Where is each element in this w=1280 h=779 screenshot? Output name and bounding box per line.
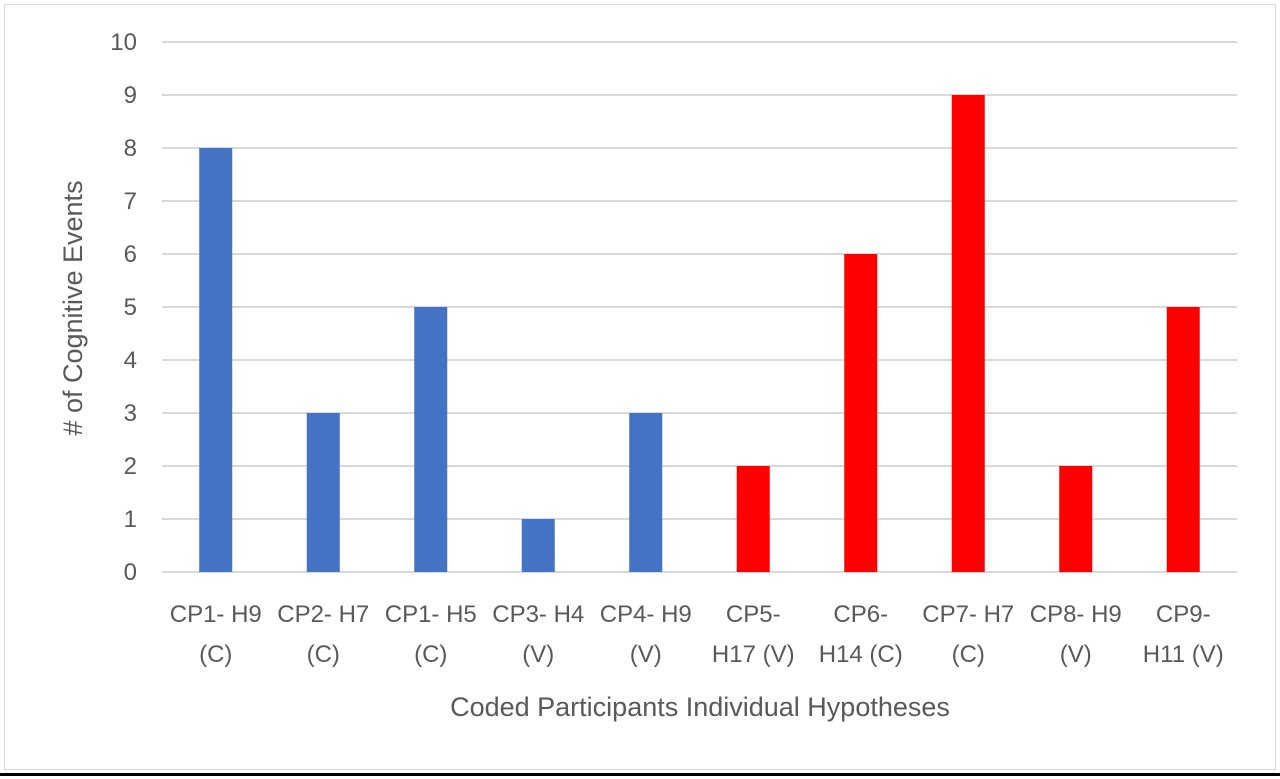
x-tick-label: CP8- H9 [1030, 601, 1122, 628]
x-tick-label: CP1- H9 [170, 601, 262, 628]
bar [951, 95, 985, 572]
bottom-rule [0, 773, 1280, 776]
gridlines [162, 41, 1237, 573]
y-tick-label: 3 [124, 400, 137, 427]
y-tick-label: 4 [124, 347, 137, 374]
bar [1166, 307, 1200, 572]
bar [844, 254, 878, 572]
x-tick-label: H14 (C) [819, 641, 903, 668]
bar [736, 466, 770, 572]
bar [414, 307, 448, 572]
x-tick-label: (V) [630, 641, 662, 668]
x-tick-label: CP7- H7 [922, 601, 1014, 628]
y-tick-label: 8 [124, 135, 137, 162]
y-axis-tick-labels: 0 1 2 3 4 5 6 7 8 9 10 [110, 29, 137, 586]
x-tick-label: CP1- H5 [385, 601, 477, 628]
x-tick-label: CP4- H9 [600, 601, 692, 628]
x-tick-label: (C) [414, 641, 447, 668]
bar [199, 148, 233, 572]
y-tick-label: 2 [124, 453, 137, 480]
y-tick-label: 1 [124, 506, 137, 533]
x-tick-label: H17 (V) [712, 641, 795, 668]
x-tick-label: (C) [307, 641, 340, 668]
x-tick-label: CP6- [833, 601, 888, 628]
x-tick-label: (C) [952, 641, 985, 668]
y-tick-label: 5 [124, 294, 137, 321]
x-tick-label: H11 (V) [1143, 641, 1224, 668]
x-tick-label: CP9- [1156, 601, 1211, 628]
x-axis-title: Coded Participants Individual Hypotheses [450, 692, 950, 722]
x-axis-tick-labels: CP1- H9 (C) CP2- H7 (C) CP1- H5 (C) CP3- H4 (V)… [170, 601, 1224, 668]
y-tick-label: 7 [124, 188, 137, 215]
y-tick-label: 10 [110, 29, 137, 56]
x-tick-label: (V) [522, 641, 554, 668]
x-tick-label: (C) [199, 641, 232, 668]
bar [306, 413, 340, 572]
x-tick-label: (V) [1060, 641, 1092, 668]
bar [629, 413, 663, 572]
bar [1059, 466, 1093, 572]
x-tick-label: CP2- H7 [277, 601, 369, 628]
y-tick-label: 9 [124, 82, 137, 109]
y-tick-label: 6 [124, 241, 137, 268]
x-tick-label: CP5- [726, 601, 781, 628]
y-tick-label: 0 [124, 559, 137, 586]
y-axis-title: # of Cognitive Events [58, 180, 88, 435]
bar [521, 519, 555, 572]
x-tick-label: CP3- H4 [492, 601, 584, 628]
bars [199, 95, 1200, 572]
